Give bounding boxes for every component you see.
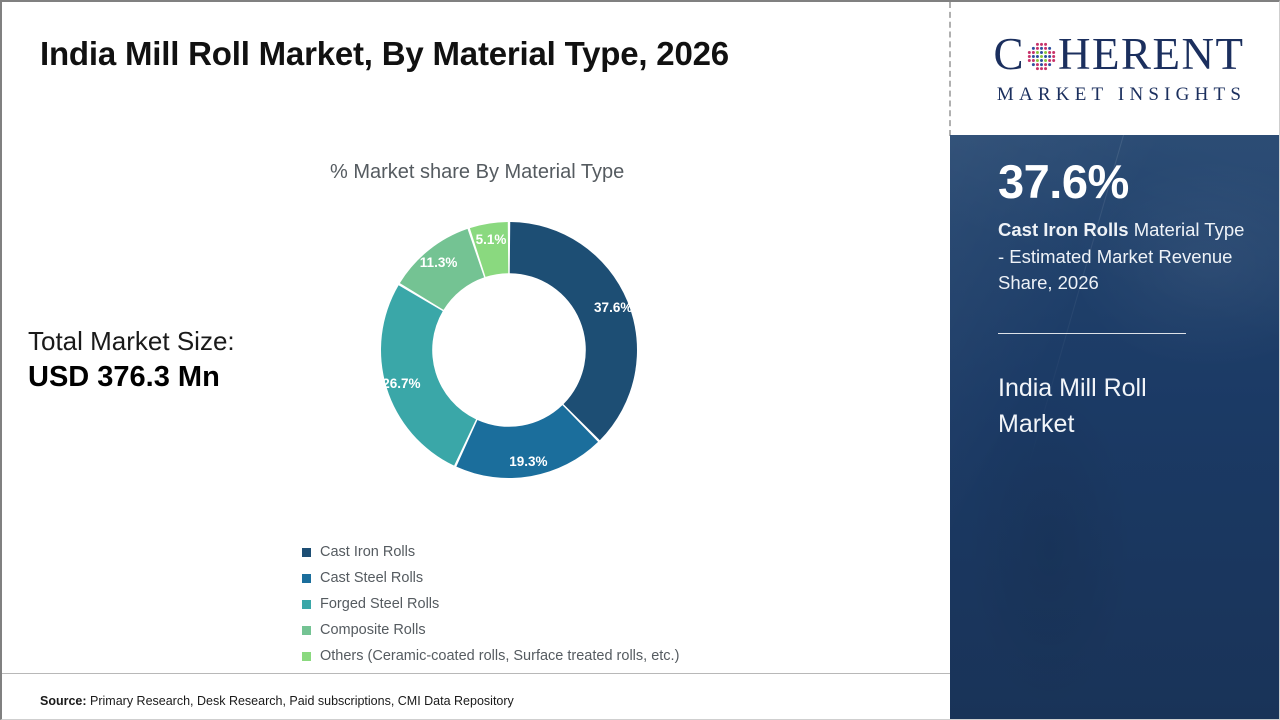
globe-dot (1044, 62, 1048, 66)
globe-dot (1044, 54, 1048, 58)
globe-dot (1044, 50, 1048, 54)
legend-item-label: Cast Steel Rolls (320, 570, 424, 586)
globe-dot (1040, 50, 1044, 54)
legend-swatch-icon (302, 625, 311, 635)
globe-dot (1052, 50, 1056, 54)
globe-dot (1040, 58, 1044, 62)
legend-swatch-icon (302, 547, 311, 557)
globe-dot (1035, 42, 1039, 46)
source-text: Primary Research, Desk Research, Paid su… (86, 694, 514, 708)
panel-description-rest: Material Type - Estimated Market Revenue… (998, 219, 1245, 294)
globe-dot (1031, 62, 1035, 66)
legend-item[interactable]: Composite Rolls (302, 617, 679, 643)
page-title: India Mill Roll Market, By Material Type… (40, 35, 729, 72)
legend-swatch-icon (302, 651, 311, 661)
panel-content: 37.6% Cast Iron Rolls Material Type - Es… (950, 135, 1279, 442)
brand-letter-c: C (993, 28, 1026, 79)
legend-item[interactable]: Forged Steel Rolls (302, 591, 679, 617)
donut-slice[interactable] (456, 405, 599, 478)
dotted-globe-icon (1026, 35, 1057, 70)
legend-item[interactable]: Cast Iron Rolls (302, 539, 679, 565)
brand-logo: C HERENT MARKET INSIGHTS (956, 2, 1279, 135)
panel-footer-title: India Mill Roll Market (998, 373, 1147, 438)
total-market-size-value: USD 376.3 Mn (28, 361, 220, 393)
globe-dot (1052, 54, 1056, 58)
legend-item-label: Cast Iron Rolls (320, 544, 416, 560)
donut-slice[interactable] (469, 222, 509, 277)
dotted-globe-svg (1027, 42, 1056, 70)
donut-slice[interactable] (380, 285, 477, 466)
brand-letters-herent: HERENT (1058, 28, 1245, 79)
legend-item-label: Forged Steel Rolls (320, 596, 440, 612)
globe-dot (1031, 46, 1035, 50)
legend-swatch-icon (302, 573, 311, 583)
globe-dot (1040, 54, 1044, 58)
globe-dot (1048, 54, 1052, 58)
globe-dot (1035, 66, 1039, 70)
globe-dot (1048, 46, 1052, 50)
donut-chart: 37.6% 19.3% 26.7% 11.3% 5.1% (379, 220, 639, 480)
panel-rule-divider (998, 332, 1186, 334)
globe-dot (1044, 66, 1048, 70)
donut-chart-svg: 37.6% 19.3% 26.7% 11.3% 5.1% (380, 222, 637, 478)
globe-dot (1027, 54, 1031, 58)
donut-slice-label: 37.6% (594, 300, 632, 315)
source-label: Source: (40, 694, 87, 708)
globe-dot (1035, 50, 1039, 54)
globe-dot (1040, 62, 1044, 66)
globe-dot (1031, 54, 1035, 58)
source-divider (2, 673, 950, 674)
globe-dot (1048, 62, 1052, 66)
globe-dot (1052, 58, 1056, 62)
panel-description-strong: Cast Iron Rolls (998, 219, 1129, 241)
globe-dot (1044, 46, 1048, 50)
chart-subtitle: % Market share By Material Type (330, 161, 625, 183)
panel-stat-value: 37.6% (998, 155, 1129, 208)
source-line: Source: Primary Research, Desk Research,… (40, 694, 514, 708)
globe-dot (1031, 50, 1035, 54)
legend-item[interactable]: Others (Ceramic-coated rolls, Surface tr… (302, 643, 679, 669)
donut-slice-label: 11.3% (420, 255, 458, 270)
globe-dot (1035, 58, 1039, 62)
globe-dot (1048, 58, 1052, 62)
vertical-dashed-divider (949, 2, 951, 136)
brand-tagline: MARKET INSIGHTS (996, 83, 1247, 105)
total-market-size-block: Total Market Size: USD 376.3 Mn (28, 324, 235, 396)
donut-slice[interactable] (399, 228, 485, 310)
legend-item-label: Composite Rolls (320, 622, 426, 638)
highlight-panel: 37.6% Cast Iron Rolls Material Type - Es… (950, 135, 1279, 719)
globe-dot (1035, 62, 1039, 66)
legend-item[interactable]: Cast Steel Rolls (302, 565, 679, 591)
panel-description: Cast Iron Rolls Material Type - Estimate… (998, 217, 1246, 296)
globe-dot (1048, 50, 1052, 54)
globe-dot (1035, 54, 1039, 58)
brand-wordmark: C HERENT (993, 28, 1245, 79)
donut-slice-label: 19.3% (509, 454, 547, 469)
total-market-size-label: Total Market Size: (28, 326, 235, 356)
globe-dot (1040, 66, 1044, 70)
globe-dot (1031, 58, 1035, 62)
donut-slice-label: 5.1% (476, 232, 507, 247)
globe-dot (1040, 46, 1044, 50)
globe-dot (1027, 58, 1031, 62)
globe-dot (1044, 42, 1048, 46)
chart-legend: Cast Iron Rolls Cast Steel Rolls Forged … (302, 539, 679, 669)
donut-label-group: 37.6% 19.3% 26.7% 11.3% 5.1% (382, 232, 632, 469)
donut-slice[interactable] (509, 222, 637, 441)
donut-slice-group (380, 222, 637, 478)
left-content-pane: India Mill Roll Market, By Material Type… (2, 2, 950, 719)
globe-dot (1040, 42, 1044, 46)
globe-dot (1027, 50, 1031, 54)
globe-dot (1035, 46, 1039, 50)
globe-dot (1044, 58, 1048, 62)
legend-item-label: Others (Ceramic-coated rolls, Surface tr… (320, 648, 680, 664)
donut-slice-label: 26.7% (382, 376, 420, 391)
legend-swatch-icon (302, 599, 311, 609)
